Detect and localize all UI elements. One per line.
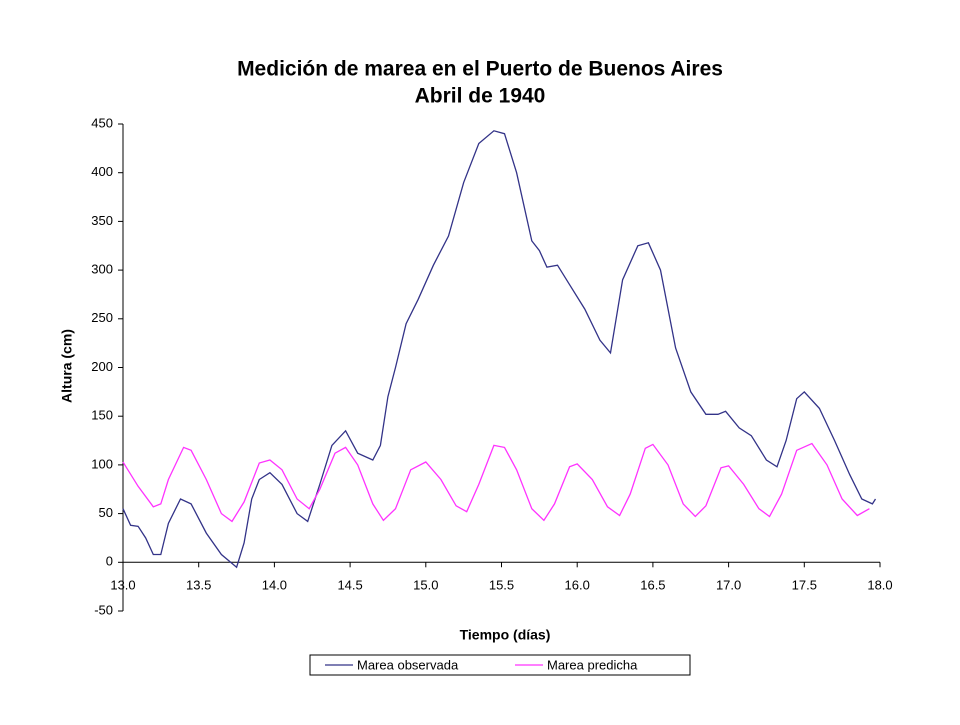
x-tick-label: 13.0 <box>110 578 135 593</box>
legend-label: Marea predicha <box>547 657 638 672</box>
y-tick-label: 300 <box>91 262 113 277</box>
y-tick-label: 0 <box>106 554 113 569</box>
x-tick-label: 16.0 <box>565 578 590 593</box>
y-tick-label: 250 <box>91 310 113 325</box>
y-tick-label: -50 <box>94 602 113 617</box>
y-tick-label: 50 <box>99 505 113 520</box>
chart-subtitle: Abril de 1940 <box>415 85 546 108</box>
y-tick-label: 400 <box>91 164 113 179</box>
x-tick-label: 17.0 <box>716 578 741 593</box>
y-tick-label: 450 <box>91 115 113 130</box>
data-line <box>122 130 877 569</box>
y-axis-label: Altura (cm) <box>59 329 75 403</box>
x-tick-label: 16.5 <box>640 578 665 593</box>
y-tick-label: 100 <box>91 456 113 471</box>
x-tick-label: 15.5 <box>489 578 514 593</box>
y-tick-label: 350 <box>91 213 113 228</box>
x-tick-label: 13.5 <box>186 578 211 593</box>
x-tick-label: 17.5 <box>792 578 817 593</box>
x-tick-label: 14.5 <box>337 578 362 593</box>
x-axis-label: Tiempo (días) <box>460 627 551 643</box>
y-tick-label: 150 <box>91 408 113 423</box>
y-tick-label: 200 <box>91 359 113 374</box>
x-tick-label: 18.0 <box>867 578 892 593</box>
legend-box <box>309 654 691 676</box>
chart-title: Medición de marea en el Puerto de Buenos… <box>237 58 723 81</box>
legend-label: Marea observada <box>357 657 459 672</box>
data-line <box>122 442 870 523</box>
x-tick-label: 14.0 <box>262 578 287 593</box>
x-tick-label: 15.0 <box>413 578 438 593</box>
